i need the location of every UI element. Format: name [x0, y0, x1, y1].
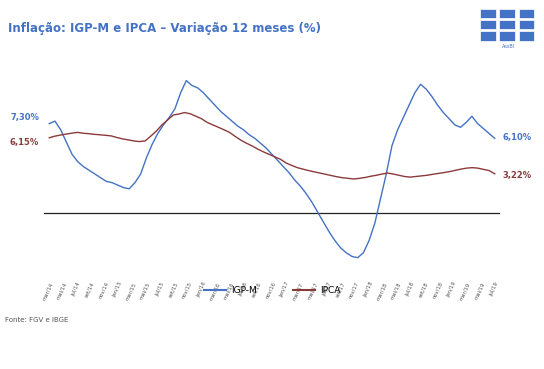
Text: 3,22%: 3,22% [502, 170, 531, 180]
FancyBboxPatch shape [518, 31, 534, 41]
Text: 13: 13 [522, 354, 537, 364]
FancyBboxPatch shape [480, 8, 496, 18]
FancyBboxPatch shape [480, 31, 496, 41]
Text: Inflação: IGP-M e IPCA – Variação 12 meses (%): Inflação: IGP-M e IPCA – Variação 12 mes… [8, 22, 321, 35]
Text: Fonte: FGV e IBGE: Fonte: FGV e IBGE [5, 354, 63, 359]
Legend: IGP-M, IPCA: IGP-M, IPCA [200, 283, 344, 299]
Text: 6,10%: 6,10% [502, 132, 531, 142]
FancyBboxPatch shape [499, 20, 515, 29]
Text: 7,30%: 7,30% [10, 113, 39, 122]
FancyBboxPatch shape [518, 20, 534, 29]
FancyBboxPatch shape [499, 31, 515, 41]
Text: AssBI: AssBI [502, 44, 515, 49]
Text: ▶: ▶ [531, 354, 539, 364]
FancyBboxPatch shape [499, 8, 515, 18]
FancyBboxPatch shape [518, 8, 534, 18]
FancyBboxPatch shape [480, 20, 496, 29]
Text: Fonte: FGV e IBGE: Fonte: FGV e IBGE [5, 317, 69, 323]
Text: 6,15%: 6,15% [10, 138, 39, 147]
